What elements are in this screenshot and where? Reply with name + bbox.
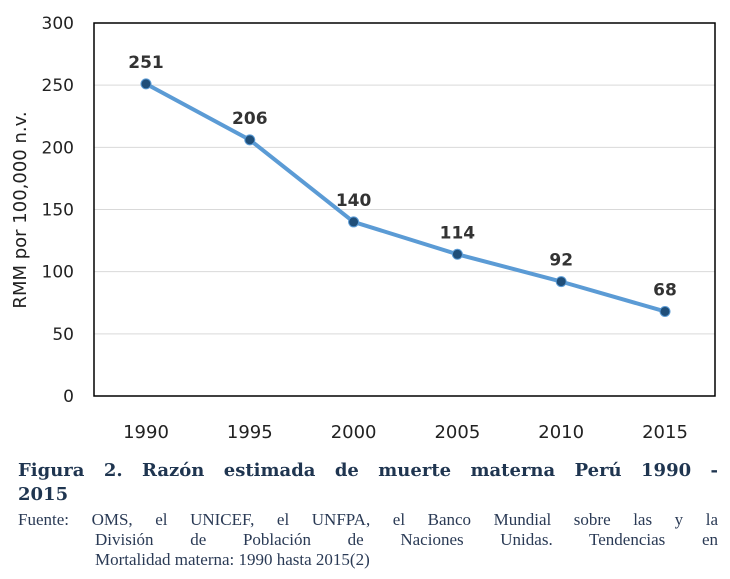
data-label: 68 — [653, 280, 677, 300]
series-line — [145, 82, 666, 314]
y-tick-label: 50 — [52, 325, 74, 345]
data-labels: 251 206 140 114 92 68 — [128, 53, 677, 301]
data-label: 140 — [336, 191, 372, 211]
gridlines — [94, 84, 715, 335]
figure-title-continued: 2015 — [18, 484, 69, 505]
line-chart: 0 50 100 150 200 250 300 1990 1995 2000 2005 2010 2… — [10, 14, 716, 443]
y-axis-label: RMM por 100,000 n.v. — [10, 111, 31, 308]
data-point — [244, 134, 256, 146]
y-axis-ticks: 0 50 100 150 200 250 300 — [42, 14, 74, 407]
data-label: 206 — [232, 109, 268, 129]
x-tick-label: 2010 — [538, 422, 584, 443]
source-line: Fuente: OMS, el UNICEF, el UNFPA, el Ban… — [18, 510, 718, 529]
y-tick-label: 100 — [42, 263, 74, 283]
data-point — [555, 276, 567, 288]
y-tick-label: 250 — [42, 76, 74, 96]
data-point — [348, 216, 360, 228]
source-line: División de Población de Naciones Unidas… — [95, 530, 718, 549]
y-tick-label: 300 — [42, 14, 74, 34]
x-tick-label: 2005 — [434, 422, 480, 443]
x-axis-ticks: 1990 1995 2000 2005 2010 2015 — [123, 422, 688, 443]
x-tick-label: 1995 — [227, 422, 273, 443]
data-point — [659, 305, 671, 317]
data-points — [140, 78, 671, 317]
y-tick-label: 150 — [42, 201, 74, 221]
figure-title: Figura 2. Razón estimada de muerte mater… — [18, 460, 718, 481]
x-tick-label: 2000 — [331, 422, 377, 443]
plot-frame — [93, 22, 716, 397]
data-point — [451, 248, 463, 260]
data-label: 92 — [549, 251, 573, 271]
y-tick-label: 0 — [63, 387, 74, 407]
figure-source: Fuente: OMS, el UNICEF, el UNFPA, el Ban… — [18, 510, 718, 570]
y-tick-label: 200 — [42, 138, 74, 158]
source-line: Mortalidad materna: 1990 hasta 2015(2) — [95, 550, 370, 569]
x-tick-label: 1990 — [123, 422, 169, 443]
data-label: 251 — [128, 53, 164, 73]
data-point — [140, 78, 152, 90]
data-label: 114 — [440, 223, 476, 243]
x-tick-label: 2015 — [642, 422, 688, 443]
